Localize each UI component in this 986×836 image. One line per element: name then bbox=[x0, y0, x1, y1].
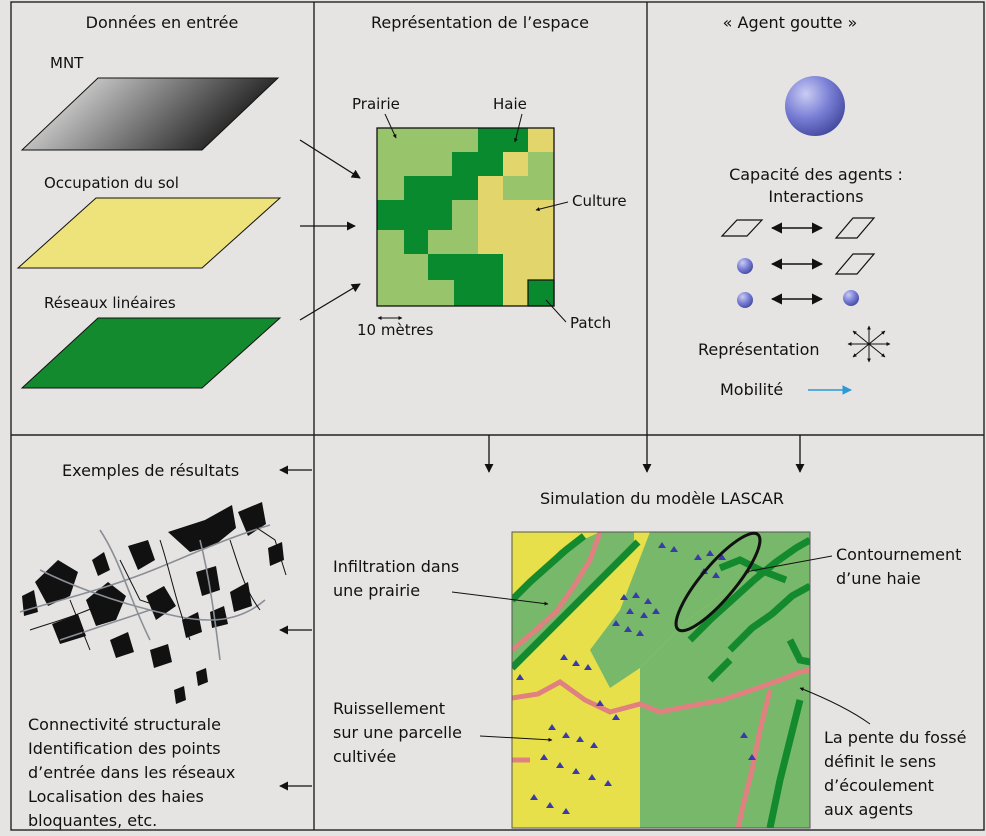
infiltration-label-2: une prairie bbox=[333, 581, 420, 600]
simulation-map bbox=[512, 532, 810, 828]
grid-haie bbox=[377, 128, 528, 306]
cell-icon-row1-left bbox=[720, 219, 764, 237]
pointer-prairie bbox=[384, 113, 397, 139]
layer-label-mnt: MNT bbox=[50, 54, 84, 72]
runoff-label-2: sur une parcelle bbox=[333, 723, 462, 742]
grid-patch bbox=[527, 279, 555, 307]
input-panel-title: Données en entrée bbox=[86, 13, 239, 32]
label-patch: Patch bbox=[570, 314, 611, 332]
pointer-runoff bbox=[479, 735, 553, 742]
space-panel: Représentation de l’espace Prairie Haie … bbox=[352, 13, 627, 339]
outer-frame bbox=[10, 1, 985, 831]
input-panel: Données en entrée MNT Occupation du sol … bbox=[16, 13, 361, 389]
label-haie: Haie bbox=[493, 95, 527, 113]
results-panel: Exemples de résultats bbox=[19, 461, 312, 830]
infiltration-label-1: Infiltration dans bbox=[333, 557, 459, 576]
agent-droplet-sphere bbox=[785, 76, 845, 136]
arrow-mnt-to-grid bbox=[299, 139, 361, 179]
pointer-bypass bbox=[744, 555, 833, 574]
pointer-patch bbox=[545, 299, 567, 323]
grid-border bbox=[376, 127, 555, 307]
label-prairie: Prairie bbox=[352, 95, 400, 113]
slope-label-1: La pente du fossé bbox=[824, 728, 966, 747]
sim-agent-marker bbox=[516, 674, 524, 680]
layer-land-use bbox=[16, 197, 282, 269]
agent-icon-row3-right bbox=[843, 290, 859, 306]
results-line-3: d’entrée dans les réseaux bbox=[28, 763, 235, 782]
label-culture: Culture bbox=[572, 192, 627, 210]
agent-panel: « Agent goutte » Capacité des agents : I… bbox=[698, 13, 903, 399]
cell-icon-row2-right bbox=[834, 253, 876, 275]
cell-icon-row1-right bbox=[834, 217, 876, 239]
agent-mobility-label: Mobilité bbox=[720, 380, 783, 399]
simulation-map-border bbox=[511, 531, 811, 829]
layer-label-land-use: Occupation du sol bbox=[44, 174, 179, 192]
results-line-2: Identification des points bbox=[28, 739, 221, 758]
results-panel-title: Exemples de résultats bbox=[62, 461, 239, 480]
space-panel-title: Représentation de l’espace bbox=[371, 13, 589, 32]
bypass-label-2: d’une haie bbox=[836, 569, 921, 588]
arrow-networks-to-grid bbox=[299, 283, 361, 321]
layer-mnt bbox=[20, 77, 280, 151]
pointer-culture bbox=[535, 201, 569, 212]
results-network-map bbox=[19, 502, 287, 704]
results-line-1: Connectivité structurale bbox=[28, 715, 221, 734]
pointer-haie bbox=[513, 113, 523, 143]
label-scale: 10 mètres bbox=[357, 321, 434, 339]
runoff-label-3: cultivée bbox=[333, 747, 396, 766]
agent-icon-row3-left bbox=[737, 292, 753, 308]
agent-icon-row2-left bbox=[737, 258, 753, 274]
bypass-label-1: Contournement bbox=[836, 545, 961, 564]
simulation-panel: Simulation du modèle LASCAR bbox=[333, 489, 966, 829]
agent-capacity-line1: Capacité des agents : bbox=[729, 165, 903, 184]
agent-panel-title: « Agent goutte » bbox=[723, 13, 858, 32]
bypass-highlight-ellipse bbox=[674, 531, 762, 633]
agent-capacity-line2: Interactions bbox=[768, 187, 863, 206]
multidirection-icon bbox=[847, 325, 891, 363]
slope-label-2: définit le sens bbox=[824, 752, 936, 771]
pointer-slope bbox=[799, 687, 871, 725]
sim-grass-lower bbox=[640, 560, 810, 828]
layer-label-linear-networks: Réseaux linéaires bbox=[44, 294, 176, 312]
results-line-5: bloquantes, etc. bbox=[28, 811, 157, 830]
agent-representation-label: Représentation bbox=[698, 340, 820, 359]
runoff-label-1: Ruissellement bbox=[333, 699, 445, 718]
simulation-title: Simulation du modèle LASCAR bbox=[540, 489, 784, 508]
results-line-4: Localisation des haies bbox=[28, 787, 204, 806]
layer-linear-networks bbox=[20, 317, 282, 389]
slope-label-3: d’écoulement bbox=[824, 776, 934, 795]
slope-label-4: aux agents bbox=[824, 800, 913, 819]
pointer-infiltration bbox=[451, 591, 549, 606]
